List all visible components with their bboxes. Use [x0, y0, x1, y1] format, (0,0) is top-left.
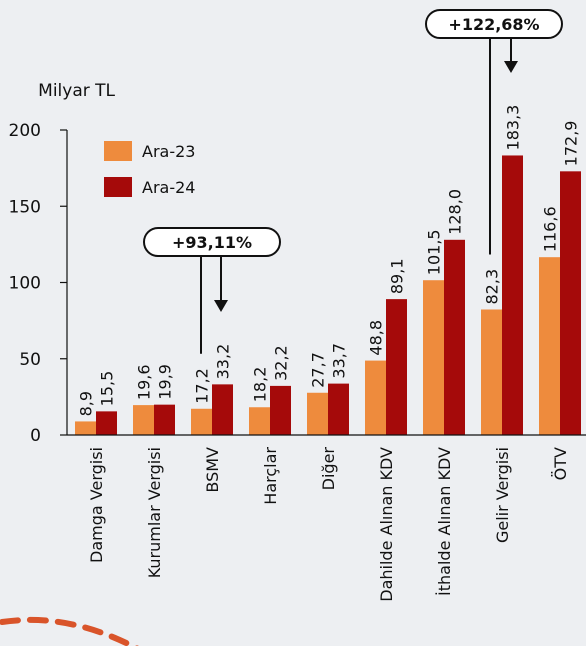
category-label: Diğer [319, 447, 338, 491]
bar-ara-23 [133, 405, 154, 435]
data-label: 172,9 [562, 121, 581, 167]
bar-ara-24 [386, 299, 407, 435]
category-label: İthalde Alınan KDV [435, 447, 454, 596]
decorative-dashed-arc [0, 616, 139, 646]
data-label: 15,5 [98, 371, 117, 407]
data-label: 19,9 [156, 364, 175, 400]
bars [67, 155, 586, 436]
legend: Ara-23 Ara-24 [104, 141, 195, 197]
data-label: 48,8 [367, 320, 386, 356]
bar-ara-23 [539, 257, 560, 435]
annotation-pill [143, 227, 281, 257]
bar-ara-23 [75, 421, 96, 435]
legend-swatch [104, 141, 132, 161]
category-label: ÖTV [551, 447, 570, 480]
bar-ara-23 [307, 392, 328, 435]
bar-ara-23 [481, 309, 502, 435]
bar-ara-24 [560, 171, 581, 435]
y-axis-label: Milyar TL [38, 81, 115, 101]
annotation-arrow-head [504, 61, 518, 73]
data-label: 128,0 [446, 189, 465, 235]
bar-ara-23 [191, 408, 212, 435]
y-tick-label: 150 [9, 197, 41, 217]
legend-swatch [104, 177, 132, 197]
data-label: 101,5 [425, 229, 444, 275]
category-label: Harçlar [261, 447, 280, 505]
bar-ara-24 [444, 239, 465, 435]
legend-label: Ara-23 [142, 142, 195, 161]
data-label: 82,3 [483, 269, 502, 305]
data-label: 8,9 [77, 391, 96, 416]
y-tick-label: 200 [9, 121, 41, 141]
data-label: 18,2 [251, 367, 270, 403]
annotations: +93,11% +122,68% [143, 9, 563, 354]
category-label: Gelir Vergisi [493, 447, 512, 543]
data-label: 27,7 [309, 352, 328, 388]
annotation-text: +122,68% [448, 15, 539, 34]
category-labels: Damga Vergisi Kurumlar Vergisi BSMV Harçlar… [87, 447, 570, 602]
y-tick-label: 50 [19, 350, 41, 370]
data-label: 89,1 [388, 258, 407, 294]
category-label: Damga Vergisi [87, 447, 106, 563]
data-label: 33,2 [214, 344, 233, 380]
data-label: 33,7 [330, 343, 349, 379]
data-label: 17,2 [193, 368, 212, 404]
legend-label: Ara-24 [142, 178, 195, 197]
annotation-pill [425, 9, 563, 39]
bar-ara-24 [502, 155, 523, 435]
bar-ara-24 [154, 404, 175, 435]
bar-ara-24 [96, 411, 117, 435]
bar-ara-23 [249, 407, 270, 435]
category-label: Dahilde Alınan KDV [377, 447, 396, 602]
bar-ara-24 [328, 383, 349, 435]
value-labels: 8,9 15,5 19,6 19,9 17,233,2 18,232,2 27,7 33,7 4… [77, 105, 581, 417]
annotation-arrow-head [214, 300, 228, 312]
data-label: 32,2 [272, 345, 291, 381]
bar-ara-24 [270, 385, 291, 435]
decorative-arc [0, 616, 139, 646]
annotation-text: +93,11% [172, 233, 252, 252]
bar-ara-23 [365, 360, 386, 435]
data-label: 183,3 [504, 105, 523, 151]
category-label: BSMV [203, 447, 222, 493]
y-tick-label: 0 [30, 426, 41, 446]
bar-ara-23 [423, 280, 444, 435]
data-label: 116,6 [541, 206, 560, 252]
data-label: 19,6 [135, 364, 154, 400]
y-tick-label: 100 [9, 274, 41, 294]
bar-ara-24 [212, 384, 233, 435]
y-axis: 0 50 100 150 200 [9, 121, 68, 446]
category-label: Kurumlar Vergisi [145, 447, 164, 578]
